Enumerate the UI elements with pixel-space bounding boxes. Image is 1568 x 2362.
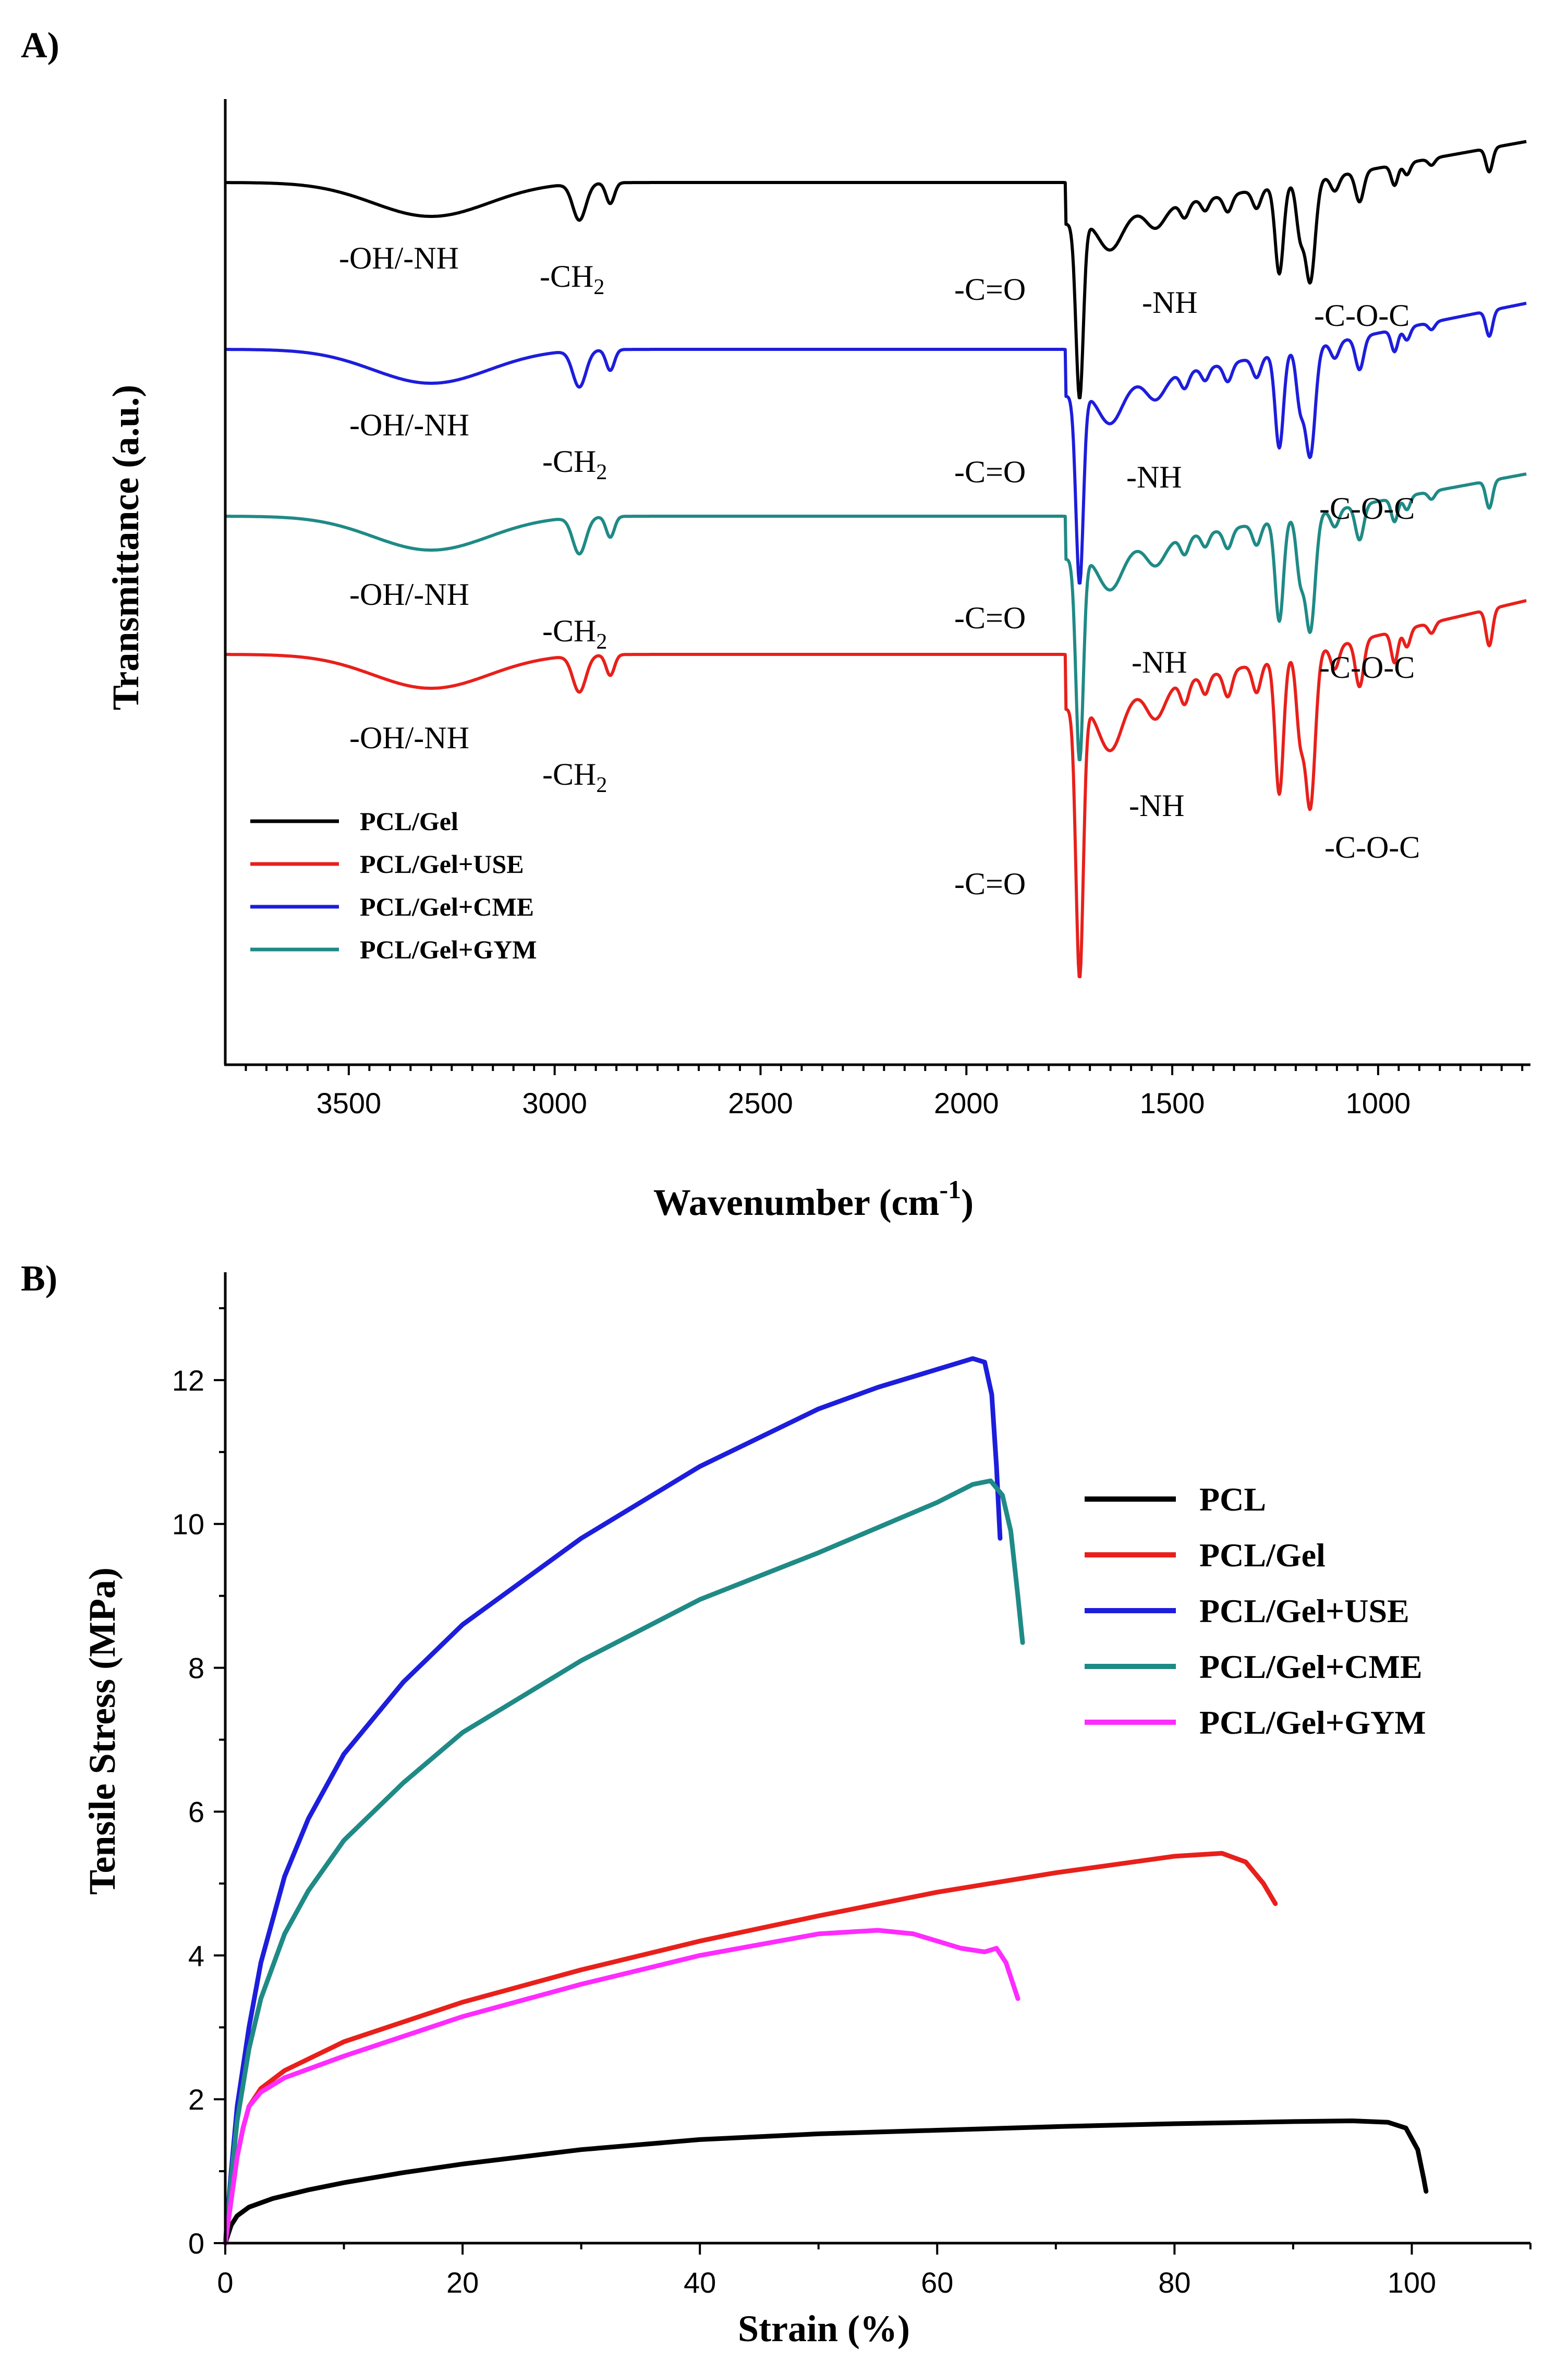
panel-b: B) 0 20 40 60 80 100 0 2 4 6 8 10 12 Strain (%) Ten… xyxy=(21,1259,1531,2349)
annot-co-2: -C=O xyxy=(954,455,1026,489)
panel-b-x-tick-label: 60 xyxy=(921,2266,953,2299)
annot-coc-2: -C-O-C xyxy=(1319,491,1415,526)
annot-nh-1: -NH xyxy=(1142,285,1198,320)
legend-label: PCL/Gel+CME xyxy=(360,892,534,921)
panel-a-x-tick-label: 1000 xyxy=(1346,1087,1411,1119)
panel-b-x-ticks: 0 20 40 60 80 100 xyxy=(217,2243,1531,2299)
panel-b-x-tick-label: 100 xyxy=(1388,2266,1436,2299)
panel-a: A) 3500 3000 2500 2000 1500 1000 Wavenumber (… xyxy=(21,26,1530,1223)
annot-co-4: -C=O xyxy=(954,867,1026,901)
panel-b-label: B) xyxy=(21,1259,57,1299)
panel-a-x-tick-label: 2500 xyxy=(728,1087,793,1119)
annot-co-3: -C=O xyxy=(954,601,1026,635)
legend-label: PCL/Gel+CME xyxy=(1199,1648,1423,1685)
panel-b-legend: PCL PCL/Gel PCL/Gel+USE PCL/Gel+CME PCL/Gel+… xyxy=(1085,1481,1426,1741)
panel-b-x-tick-label: 40 xyxy=(684,2266,716,2299)
panel-a-series xyxy=(224,140,1527,979)
panel-b-x-tick-label: 20 xyxy=(446,2266,479,2299)
legend-label: PCL/Gel xyxy=(1199,1537,1326,1574)
annot-ch2-4: -CH2 xyxy=(542,757,607,797)
panel-b-y-tick-label: 0 xyxy=(188,2227,204,2260)
panel-b-y-tick-label: 4 xyxy=(188,1939,204,1972)
ftir-line-pcl-gel xyxy=(224,140,1527,399)
panel-a-x-tick-label: 1500 xyxy=(1140,1087,1205,1119)
legend-label: PCL/Gel+GYM xyxy=(360,935,537,964)
annot-oh-nh-3: -OH/-NH xyxy=(349,577,469,612)
ftir-line-pcl-gel-gym xyxy=(224,472,1527,762)
panel-a-x-tick-label: 3000 xyxy=(522,1087,587,1119)
stress-line-pcl-gel xyxy=(223,1850,1278,2246)
panel-a-legend: PCL/Gel PCL/Gel+USE PCL/Gel+CME PCL/Gel+GYM xyxy=(250,807,537,964)
panel-b-x-tick-label: 80 xyxy=(1158,2266,1190,2299)
panel-b-x-tick-label: 0 xyxy=(217,2266,233,2299)
stress-line-pcl-gel-cme xyxy=(223,1478,1025,2246)
panel-b-y-tick-label: 12 xyxy=(172,1364,204,1397)
annot-coc-1: -C-O-C xyxy=(1314,298,1409,333)
annot-oh-nh-2: -OH/-NH xyxy=(349,408,469,442)
panel-b-y-tick-label: 8 xyxy=(188,1652,204,1685)
panel-b-y-tick-label: 6 xyxy=(188,1795,204,1828)
panel-b-y-ticks: 0 2 4 6 8 10 12 xyxy=(172,1307,225,2260)
stress-line-pcl-gel-gym xyxy=(223,1928,1020,2246)
legend-label: PCL xyxy=(1199,1481,1266,1518)
panel-a-label: A) xyxy=(21,26,59,66)
ftir-line-pcl-gel-use xyxy=(224,599,1527,979)
panel-b-x-axis-title: Strain (%) xyxy=(738,2308,910,2349)
panel-a-x-tick-label: 3500 xyxy=(317,1087,382,1119)
annot-nh-3: -NH xyxy=(1132,645,1187,679)
annot-coc-4: -C-O-C xyxy=(1324,830,1420,865)
panel-b-y-tick-label: 2 xyxy=(188,2083,204,2116)
annot-nh-4: -NH xyxy=(1129,788,1185,823)
annot-oh-nh-1: -OH/-NH xyxy=(339,241,459,275)
annot-nh-2: -NH xyxy=(1126,460,1182,494)
legend-label: PCL/Gel xyxy=(360,807,458,836)
panel-a-annotations: -OH/-NH -CH2 -C=O -NH -C-O-C -OH/-NH -CH… xyxy=(339,241,1420,901)
annot-coc-3: -C-O-C xyxy=(1319,650,1415,685)
panel-b-y-axis-title: Tensile Stress (MPa) xyxy=(81,1567,123,1895)
stress-line-pcl xyxy=(223,2119,1429,2246)
legend-label: PCL/Gel+USE xyxy=(360,849,524,879)
panel-b-y-tick-label: 10 xyxy=(172,1508,204,1541)
legend-label: PCL/Gel+GYM xyxy=(1199,1704,1426,1741)
annot-ch2-1: -CH2 xyxy=(540,259,604,299)
legend-label: PCL/Gel+USE xyxy=(1199,1592,1409,1629)
panel-a-x-ticks: 3500 3000 2500 2000 1500 1000 xyxy=(245,1065,1524,1119)
panel-a-x-tick-label: 2000 xyxy=(934,1087,999,1119)
annot-ch2-3: -CH2 xyxy=(542,614,607,654)
panel-b-series xyxy=(223,1356,1429,2246)
panel-a-y-axis-title: Transmittance (a.u.) xyxy=(105,385,147,711)
annot-oh-nh-4: -OH/-NH xyxy=(349,721,469,755)
stress-line-pcl-gel-use xyxy=(223,1356,1003,2246)
ftir-line-pcl-gel-cme xyxy=(224,301,1527,585)
annot-ch2-2: -CH2 xyxy=(542,444,607,484)
panel-a-x-axis-title: Wavenumber (cm-1) xyxy=(653,1175,974,1223)
annot-co-1: -C=O xyxy=(954,272,1026,307)
